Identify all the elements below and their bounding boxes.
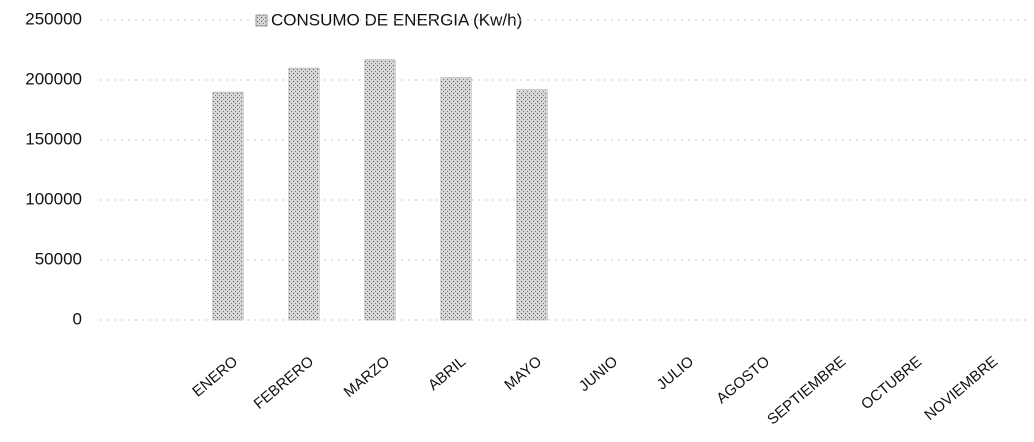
y-tick-label: 200000 [25, 69, 82, 88]
bar [516, 89, 548, 321]
y-tick-label: 100000 [25, 189, 82, 208]
bar [364, 59, 396, 321]
x-tick-label: ENERO [189, 353, 241, 400]
legend-label: CONSUMO DE ENERGIA (Kw/h) [271, 10, 522, 29]
bar [288, 67, 320, 321]
x-tick-label: ABRIL [425, 353, 469, 394]
y-tick-label: 250000 [25, 9, 82, 28]
bar [212, 91, 244, 321]
x-tick-label: JULIO [654, 353, 697, 393]
x-tick-label: AGOSTO [713, 353, 773, 407]
x-tick-label: NOVIEMBRE [921, 353, 1001, 424]
x-tick-label: FEBRERO [251, 353, 317, 413]
x-tick-label: OCTUBRE [858, 353, 925, 413]
y-tick-label: 50000 [35, 249, 82, 268]
y-tick-label: 150000 [25, 129, 82, 148]
bar [440, 77, 472, 321]
y-tick-label: 0 [73, 309, 82, 328]
x-tick-label: SEPTIEMBRE [764, 353, 849, 428]
x-tick-label: JUNIO [576, 353, 621, 395]
x-tick-label: MARZO [341, 353, 393, 401]
x-tick-label: MAYO [501, 353, 545, 394]
